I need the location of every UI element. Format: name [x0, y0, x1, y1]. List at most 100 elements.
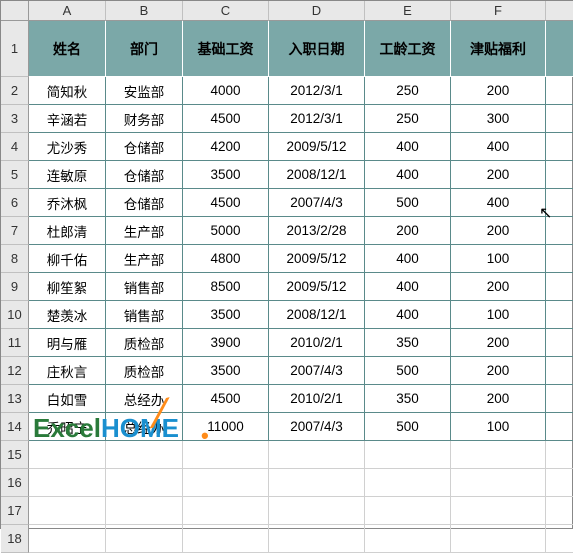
table-cell[interactable]: 200 [365, 217, 451, 245]
empty-cell[interactable] [29, 441, 106, 469]
table-cell[interactable]: 4500 [183, 105, 269, 133]
table-cell[interactable]: 销售部 [106, 273, 183, 301]
table-cell[interactable]: 400 [365, 245, 451, 273]
table-cell[interactable]: 楚羡冰 [29, 301, 106, 329]
empty-cell[interactable] [451, 469, 546, 497]
row-header-3[interactable]: 3 [1, 105, 29, 133]
table-cell[interactable]: 生产部 [106, 217, 183, 245]
table-cell[interactable]: 2007/4/3 [269, 413, 365, 441]
table-cell[interactable]: 辛涵若 [29, 105, 106, 133]
table-cell[interactable]: 200 [451, 273, 546, 301]
table-cell[interactable]: 4000 [183, 77, 269, 105]
table-cell[interactable]: 2009/5/12 [269, 273, 365, 301]
empty-cell[interactable] [29, 525, 106, 553]
row-header-16[interactable]: 16 [1, 469, 29, 497]
row-header-12[interactable]: 12 [1, 357, 29, 385]
row-header-13[interactable]: 13 [1, 385, 29, 413]
row-header-2[interactable]: 2 [1, 77, 29, 105]
table-cell[interactable]: 2009/5/12 [269, 245, 365, 273]
table-cell[interactable]: 5000 [183, 217, 269, 245]
table-cell[interactable]: 2009/5/12 [269, 133, 365, 161]
column-header-A[interactable]: A [29, 1, 106, 21]
column-header-B[interactable]: B [106, 1, 183, 21]
table-cell[interactable]: 4500 [183, 189, 269, 217]
table-cell[interactable]: 仓储部 [106, 133, 183, 161]
table-cell[interactable] [546, 413, 573, 441]
table-cell[interactable]: 350 [365, 329, 451, 357]
empty-cell[interactable] [29, 469, 106, 497]
empty-cell[interactable] [451, 525, 546, 553]
table-cell[interactable]: 2008/12/1 [269, 301, 365, 329]
table-cell[interactable]: 200 [451, 161, 546, 189]
table-cell[interactable]: 明与雁 [29, 329, 106, 357]
empty-cell[interactable] [106, 525, 183, 553]
row-header-18[interactable]: 18 [1, 525, 29, 553]
table-cell[interactable]: 安监部 [106, 77, 183, 105]
row-header-11[interactable]: 11 [1, 329, 29, 357]
table-cell[interactable]: 350 [365, 385, 451, 413]
table-cell[interactable]: 2007/4/3 [269, 189, 365, 217]
table-cell[interactable]: 3500 [183, 301, 269, 329]
table-cell[interactable]: 庄秋言 [29, 357, 106, 385]
empty-cell[interactable] [546, 525, 573, 553]
table-cell[interactable] [546, 329, 573, 357]
table-cell[interactable]: 250 [365, 105, 451, 133]
empty-cell[interactable] [106, 497, 183, 525]
empty-cell[interactable] [183, 525, 269, 553]
table-cell[interactable]: 200 [451, 385, 546, 413]
table-cell[interactable]: 3900 [183, 329, 269, 357]
table-cell[interactable]: 4800 [183, 245, 269, 273]
empty-cell[interactable] [365, 525, 451, 553]
table-cell[interactable]: 200 [451, 357, 546, 385]
row-header-8[interactable]: 8 [1, 245, 29, 273]
table-cell[interactable]: 3500 [183, 161, 269, 189]
table-cell[interactable] [546, 301, 573, 329]
table-cell[interactable] [546, 133, 573, 161]
select-all-corner[interactable] [1, 1, 29, 21]
table-cell[interactable]: 生产部 [106, 245, 183, 273]
empty-cell[interactable] [365, 497, 451, 525]
row-header-9[interactable]: 9 [1, 273, 29, 301]
column-header-D[interactable]: D [269, 1, 365, 21]
table-cell[interactable]: 4200 [183, 133, 269, 161]
column-header-E[interactable]: E [365, 1, 451, 21]
table-cell[interactable] [546, 245, 573, 273]
empty-cell[interactable] [451, 441, 546, 469]
table-cell[interactable]: 11000 [183, 413, 269, 441]
table-cell[interactable] [546, 217, 573, 245]
empty-cell[interactable] [546, 497, 573, 525]
table-cell[interactable] [546, 161, 573, 189]
column-header-C[interactable]: C [183, 1, 269, 21]
column-header-F[interactable]: F [451, 1, 546, 21]
table-cell[interactable]: 500 [365, 413, 451, 441]
table-cell[interactable]: 400 [365, 161, 451, 189]
table-cell[interactable]: 200 [451, 77, 546, 105]
table-cell[interactable]: 2007/4/3 [269, 357, 365, 385]
table-cell[interactable]: 销售部 [106, 301, 183, 329]
table-cell[interactable] [546, 385, 573, 413]
row-header-4[interactable]: 4 [1, 133, 29, 161]
table-cell[interactable]: 3500 [183, 357, 269, 385]
table-cell[interactable] [546, 189, 573, 217]
table-cell[interactable]: 300 [451, 105, 546, 133]
table-cell[interactable]: 2012/3/1 [269, 77, 365, 105]
table-cell[interactable]: 400 [451, 189, 546, 217]
table-cell[interactable]: 总经办 [106, 413, 183, 441]
empty-cell[interactable] [365, 441, 451, 469]
table-cell[interactable]: 2010/2/1 [269, 385, 365, 413]
empty-cell[interactable] [183, 469, 269, 497]
table-cell[interactable]: 100 [451, 301, 546, 329]
table-cell[interactable] [546, 105, 573, 133]
table-cell[interactable] [546, 273, 573, 301]
table-cell[interactable]: 简知秋 [29, 77, 106, 105]
table-cell[interactable]: 质检部 [106, 329, 183, 357]
table-cell[interactable]: 柳千佑 [29, 245, 106, 273]
table-cell[interactable]: 400 [451, 133, 546, 161]
row-header-7[interactable]: 7 [1, 217, 29, 245]
table-cell[interactable]: 400 [365, 133, 451, 161]
table-cell[interactable]: 白如雪 [29, 385, 106, 413]
spreadsheet-grid[interactable]: ABCDEF1姓名部门基础工资入职日期工龄工资津贴福利2简知秋安监部400020… [1, 1, 572, 553]
table-cell[interactable]: 500 [365, 189, 451, 217]
table-cell[interactable]: 8500 [183, 273, 269, 301]
table-cell[interactable]: 100 [451, 413, 546, 441]
